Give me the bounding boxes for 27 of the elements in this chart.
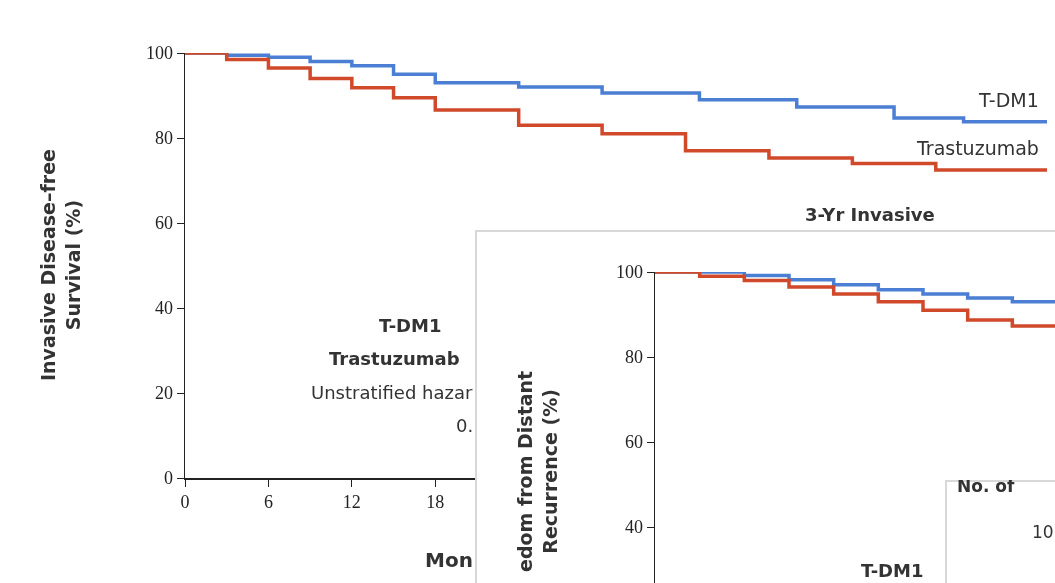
- x-tick-label: 18: [426, 492, 445, 513]
- series-label: Trastuzumab: [916, 137, 1039, 159]
- annotation: T-DM1: [379, 315, 442, 336]
- y-tick-label: 80: [154, 128, 173, 149]
- x-tick-label: 0: [180, 492, 190, 513]
- y-tick-label: 40: [154, 298, 173, 319]
- y-tick-label: 0: [163, 468, 173, 489]
- annotation: No. of: [957, 479, 1015, 496]
- y-tick-label: 60: [624, 432, 643, 453]
- x-tick-label: 12: [342, 492, 361, 513]
- y-axis-title: edom from Distant Recurrence (%): [514, 370, 561, 572]
- x-axis-title: Mon: [425, 548, 473, 572]
- annotation: T-DM1: [861, 560, 924, 581]
- annotation: Trastuzumab: [329, 348, 460, 369]
- y-tick-label: 40: [624, 517, 643, 538]
- x-tick-label: 6: [263, 492, 273, 513]
- annotation: 10: [1032, 522, 1054, 542]
- y-tick-label: 20: [154, 383, 173, 404]
- y-tick-label: 60: [154, 213, 173, 234]
- annotation: 3-Yr Invasive: [805, 204, 935, 225]
- annotation: Unstratified hazar: [311, 382, 473, 403]
- y-tick-label: 100: [615, 262, 643, 283]
- annotation: 0.: [456, 415, 474, 436]
- series-label: T-DM1: [978, 89, 1039, 111]
- y-axis-title: Invasive Disease–free Survival (%): [37, 149, 84, 381]
- y-tick-label: 80: [624, 347, 643, 368]
- y-tick-label: 100: [145, 43, 173, 64]
